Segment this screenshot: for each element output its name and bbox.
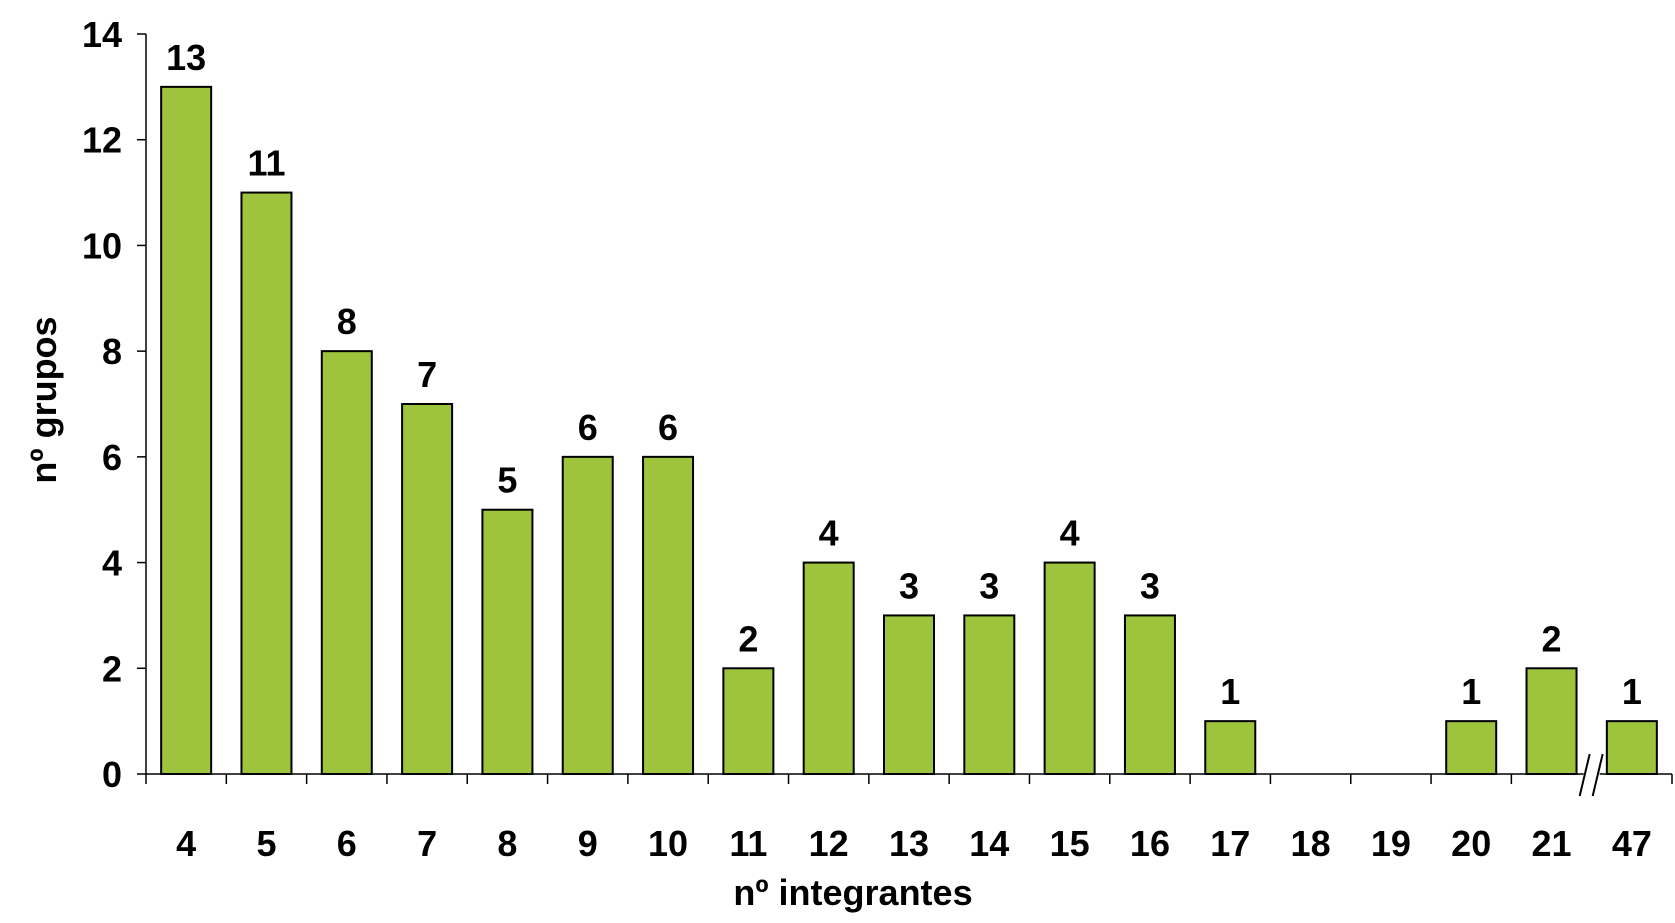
y-tick-label: 0 <box>102 754 122 795</box>
data-label: 7 <box>417 354 437 395</box>
bar <box>481 508 534 775</box>
bar <box>240 191 293 776</box>
x-tick-label: 4 <box>176 823 196 864</box>
x-tick-label: 47 <box>1612 823 1652 864</box>
x-tick-label: 14 <box>969 823 1009 864</box>
data-label: 1 <box>1622 671 1642 712</box>
x-tick-label: 10 <box>648 823 688 864</box>
x-tick-label: 8 <box>497 823 517 864</box>
bar <box>963 614 1016 776</box>
bar <box>1445 720 1498 776</box>
y-tick-label: 12 <box>82 120 122 161</box>
bar <box>160 85 213 776</box>
bar <box>1605 720 1658 776</box>
data-label: 2 <box>738 618 758 659</box>
y-axis-title: nº grupos <box>23 316 64 483</box>
x-tick-label: 11 <box>729 823 767 864</box>
x-axis-title: nº integrantes <box>733 872 972 913</box>
bar <box>1123 614 1176 776</box>
x-tick-label: 9 <box>578 823 598 864</box>
data-label: 6 <box>658 407 678 448</box>
x-tick-label: 12 <box>809 823 849 864</box>
data-label: 4 <box>819 513 839 554</box>
x-tick-label: 21 <box>1532 823 1572 864</box>
bar <box>1204 720 1257 776</box>
data-label: 8 <box>337 301 357 342</box>
axis-break-mark <box>1578 753 1591 797</box>
data-label: 3 <box>899 565 919 606</box>
bars <box>160 85 1658 776</box>
data-label: 13 <box>166 37 206 78</box>
y-tick-label: 8 <box>102 331 122 372</box>
x-axis: 4 5 6 7 8 9 10 11 12 13 14 15 16 17 18 19 20 21 47 <box>145 753 1673 864</box>
y-tick-label: 2 <box>102 648 122 689</box>
bar <box>1525 667 1578 775</box>
x-tick-label: 18 <box>1291 823 1331 864</box>
data-label: 4 <box>1060 513 1080 554</box>
y-tick-label: 14 <box>82 14 122 55</box>
x-tick-label: 6 <box>337 823 357 864</box>
data-label: 2 <box>1542 618 1562 659</box>
bar <box>401 403 454 775</box>
bar <box>722 667 775 775</box>
x-tick-label: 15 <box>1050 823 1090 864</box>
bar <box>320 350 373 775</box>
x-tick-label: 20 <box>1451 823 1491 864</box>
y-axis: 0 2 4 6 8 10 12 14 <box>82 14 147 795</box>
bar <box>1043 561 1096 775</box>
data-label: 3 <box>1140 565 1160 606</box>
y-tick-label: 4 <box>102 543 122 584</box>
data-label: 1 <box>1220 671 1240 712</box>
data-label: 1 <box>1461 671 1481 712</box>
data-label: 3 <box>979 565 999 606</box>
x-tick-label: 13 <box>889 823 929 864</box>
bar <box>883 614 935 776</box>
y-tick-label: 10 <box>82 225 122 266</box>
axis-break-mark <box>1591 753 1604 797</box>
bar <box>561 455 614 775</box>
y-tick-label: 6 <box>102 437 122 478</box>
data-label: 11 <box>247 143 285 184</box>
x-tick-label: 16 <box>1130 823 1170 864</box>
bar <box>802 561 855 775</box>
data-label: 5 <box>497 460 517 501</box>
x-tick-label: 17 <box>1210 823 1250 864</box>
data-label: 6 <box>578 407 598 448</box>
x-tick-label: 5 <box>256 823 276 864</box>
x-tick-label: 19 <box>1371 823 1411 864</box>
x-tick-label: 7 <box>417 823 437 864</box>
bar <box>642 455 695 775</box>
